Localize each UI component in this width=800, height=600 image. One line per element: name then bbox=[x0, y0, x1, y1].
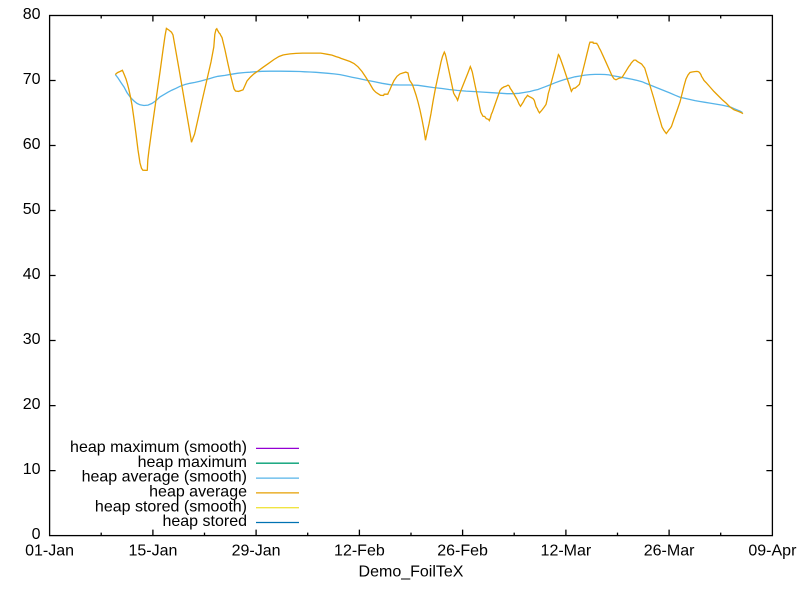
svg-text:heap average (smooth): heap average (smooth) bbox=[82, 469, 247, 486]
svg-text:heap maximum (smooth): heap maximum (smooth) bbox=[70, 439, 247, 456]
svg-text:heap stored (smooth): heap stored (smooth) bbox=[95, 498, 247, 515]
svg-text:70: 70 bbox=[23, 71, 41, 88]
svg-text:Demo_FoilTeX: Demo_FoilTeX bbox=[359, 563, 464, 580]
svg-text:15-Jan: 15-Jan bbox=[128, 543, 177, 560]
svg-text:40: 40 bbox=[23, 266, 41, 283]
svg-text:heap average: heap average bbox=[149, 484, 247, 501]
svg-text:60: 60 bbox=[23, 136, 41, 153]
svg-text:80: 80 bbox=[23, 6, 41, 23]
svg-text:heap maximum: heap maximum bbox=[138, 454, 247, 471]
svg-text:0: 0 bbox=[32, 526, 41, 543]
svg-text:heap stored: heap stored bbox=[162, 513, 247, 530]
svg-text:12-Feb: 12-Feb bbox=[334, 543, 385, 560]
svg-text:50: 50 bbox=[23, 201, 41, 218]
svg-text:20: 20 bbox=[23, 396, 41, 413]
svg-text:30: 30 bbox=[23, 331, 41, 348]
svg-text:09-Apr: 09-Apr bbox=[748, 543, 797, 560]
svg-text:29-Jan: 29-Jan bbox=[232, 543, 281, 560]
svg-text:10: 10 bbox=[23, 461, 41, 478]
svg-text:12-Mar: 12-Mar bbox=[541, 543, 592, 560]
svg-text:01-Jan: 01-Jan bbox=[25, 543, 74, 560]
svg-text:26-Feb: 26-Feb bbox=[437, 543, 488, 560]
svg-text:26-Mar: 26-Mar bbox=[644, 543, 695, 560]
